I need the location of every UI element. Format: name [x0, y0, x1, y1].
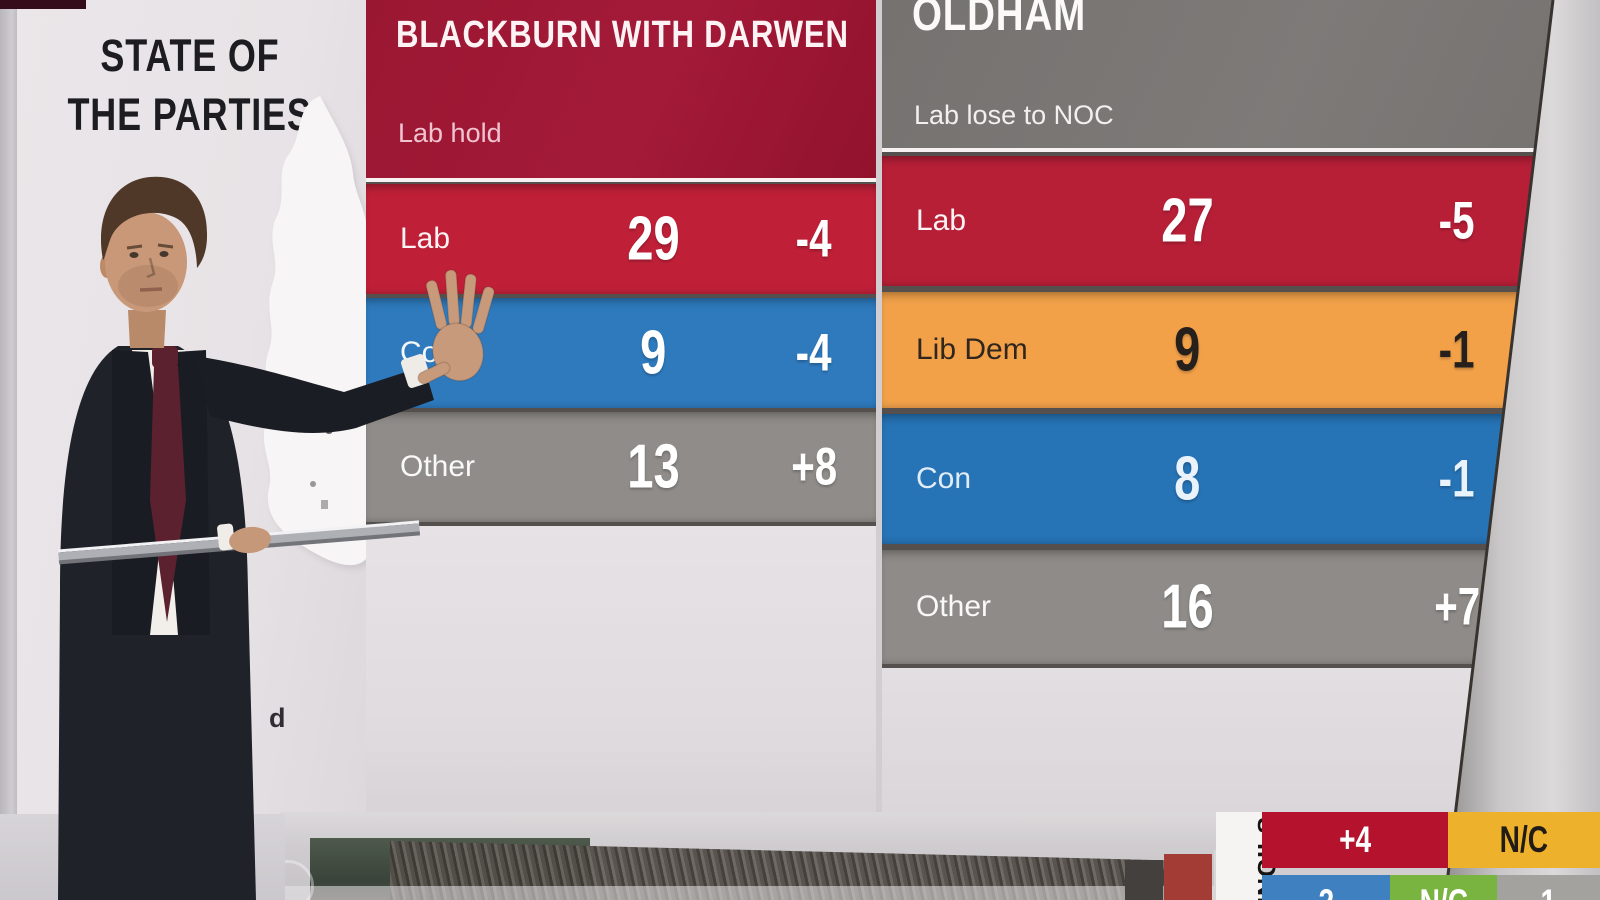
- board-header: OLDHAM Lab lose to NOC: [882, 0, 1556, 148]
- seat-change: -4: [796, 209, 832, 269]
- seat-change: -5: [1439, 191, 1475, 251]
- seat-change: -4: [796, 323, 832, 383]
- party-row-other: Other 16 +7: [882, 550, 1556, 664]
- seat-count: 8: [1173, 444, 1201, 514]
- legend-cell-gold: N/C: [1448, 812, 1600, 868]
- photo-vehicle: [1125, 860, 1163, 900]
- frame-corner-sliver: [0, 0, 86, 9]
- separator-line: [882, 148, 1556, 152]
- presenter-neck: [128, 310, 166, 348]
- party-name: Other: [400, 450, 476, 483]
- councils-legend: COUNCILS +4 N/C 2 N/C 1: [1216, 812, 1600, 900]
- seat-count: 29: [626, 204, 680, 274]
- party-row-con: Con 8 -1: [882, 414, 1556, 544]
- map-shape: [263, 96, 382, 566]
- presenter-arm-sleeve: [196, 356, 434, 433]
- wall-edge-panel: [0, 0, 17, 814]
- programme-title: STATE OF THE PARTIES: [30, 26, 350, 145]
- party-name: Lab: [400, 222, 451, 255]
- presenter-brow: [157, 243, 174, 249]
- pillar-shape: [1445, 0, 1600, 900]
- party-row-libdem: Lib Dem 9 -1: [882, 292, 1556, 408]
- party-row-lab: Lab 27 -5: [882, 156, 1556, 286]
- board-empty-area: [882, 668, 1556, 814]
- studio-pillar: [1443, 0, 1600, 900]
- map-marker: [310, 481, 316, 487]
- board-header: BLACKBURN WITH DARWEN Lab hold: [366, 0, 876, 178]
- presenter-nose: [146, 257, 156, 279]
- legend-cell-lab: +4: [1262, 812, 1448, 868]
- seat-count: 9: [1173, 315, 1201, 385]
- seat-count: 27: [1160, 186, 1214, 256]
- legend-label-strip: COUNCILS: [1216, 812, 1282, 900]
- party-name: Lab: [916, 204, 967, 237]
- photo-snow-ground: [280, 886, 1245, 900]
- presenter-tie: [150, 366, 186, 622]
- photo-watermark-circle: [280, 860, 314, 900]
- presenter: [58, 176, 495, 900]
- seat-count: 16: [1160, 572, 1214, 642]
- presenter-brow: [126, 244, 143, 250]
- presenter-face: [105, 212, 187, 312]
- board-empty-area: [366, 526, 876, 814]
- board-title: BLACKBURN WITH DARWEN: [396, 14, 849, 56]
- seat-change: +7: [1434, 577, 1480, 637]
- presenter-stubble: [118, 265, 178, 307]
- party-name: Other: [916, 590, 992, 623]
- seat-count: 13: [626, 432, 680, 502]
- party-name: Lib Dem: [916, 333, 1028, 366]
- photo-vehicle-red: [1164, 854, 1212, 900]
- party-row-other: Other 13 +8: [366, 412, 876, 522]
- partial-wall-text: d: [269, 703, 286, 733]
- result-board-blackburn: BLACKBURN WITH DARWEN Lab hold Lab 29 -4…: [366, 0, 876, 814]
- pillar-edge: [1443, 0, 1555, 900]
- board-status: Lab lose to NOC: [914, 100, 1114, 130]
- presenter-grip-hand: [229, 526, 271, 554]
- seat-change: -1: [1439, 320, 1475, 380]
- seat-change: +8: [791, 437, 837, 497]
- programme-title-line2: THE PARTIES: [67, 89, 313, 141]
- presenter-hair: [100, 176, 208, 268]
- result-board-oldham: OLDHAM Lab lose to NOC Lab 27 -5 Lib Dem…: [882, 0, 1556, 814]
- seat-change: -1: [1439, 449, 1475, 509]
- programme-title-line1: STATE OF: [100, 30, 280, 81]
- legend-cell-grey: 1: [1497, 875, 1600, 900]
- party-name: Con: [916, 462, 972, 495]
- presenter-tie-knot: [152, 346, 178, 368]
- legend-cell-blue: 2: [1262, 875, 1390, 900]
- board-title: OLDHAM: [912, 0, 1087, 40]
- seat-count: 9: [639, 318, 667, 388]
- presenter-hand: [417, 269, 495, 385]
- separator-line: [366, 178, 876, 182]
- videowall-photo-strip: [280, 812, 1245, 900]
- map-marker: [321, 500, 328, 509]
- presenter-eye: [159, 251, 169, 257]
- presenter-mouth: [139, 287, 163, 292]
- legend-cell-green: N/C: [1390, 875, 1497, 900]
- board-status: Lab hold: [398, 118, 502, 148]
- presenter-eye: [129, 252, 139, 258]
